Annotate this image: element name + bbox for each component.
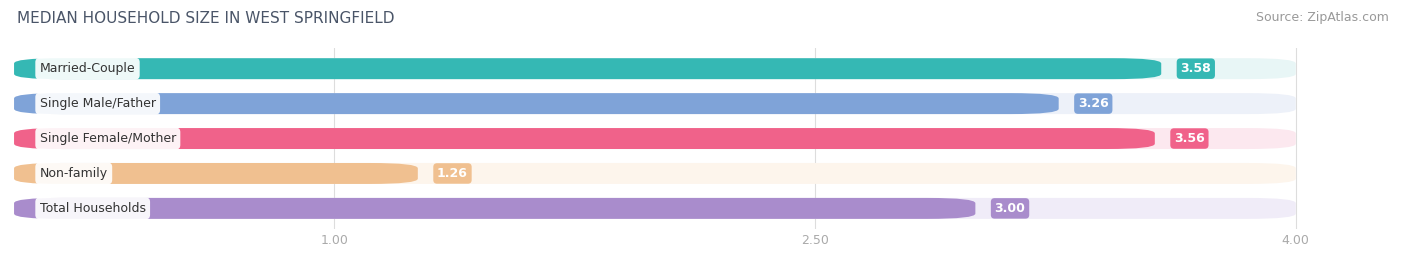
FancyBboxPatch shape (14, 128, 1154, 149)
Text: 1.26: 1.26 (437, 167, 468, 180)
Text: Single Female/Mother: Single Female/Mother (39, 132, 176, 145)
FancyBboxPatch shape (14, 198, 1296, 219)
FancyBboxPatch shape (14, 58, 1296, 79)
Text: Single Male/Father: Single Male/Father (39, 97, 156, 110)
FancyBboxPatch shape (14, 128, 1296, 149)
FancyBboxPatch shape (14, 93, 1059, 114)
Text: 3.00: 3.00 (994, 202, 1025, 215)
Text: 3.58: 3.58 (1181, 62, 1211, 75)
Text: Non-family: Non-family (39, 167, 108, 180)
Text: Total Households: Total Households (39, 202, 146, 215)
Text: MEDIAN HOUSEHOLD SIZE IN WEST SPRINGFIELD: MEDIAN HOUSEHOLD SIZE IN WEST SPRINGFIEL… (17, 11, 394, 26)
FancyBboxPatch shape (14, 58, 1161, 79)
Text: 3.26: 3.26 (1078, 97, 1109, 110)
Text: Source: ZipAtlas.com: Source: ZipAtlas.com (1256, 11, 1389, 24)
FancyBboxPatch shape (14, 163, 1296, 184)
FancyBboxPatch shape (14, 93, 1296, 114)
FancyBboxPatch shape (14, 163, 418, 184)
Text: Married-Couple: Married-Couple (39, 62, 135, 75)
Text: 3.56: 3.56 (1174, 132, 1205, 145)
FancyBboxPatch shape (14, 198, 976, 219)
